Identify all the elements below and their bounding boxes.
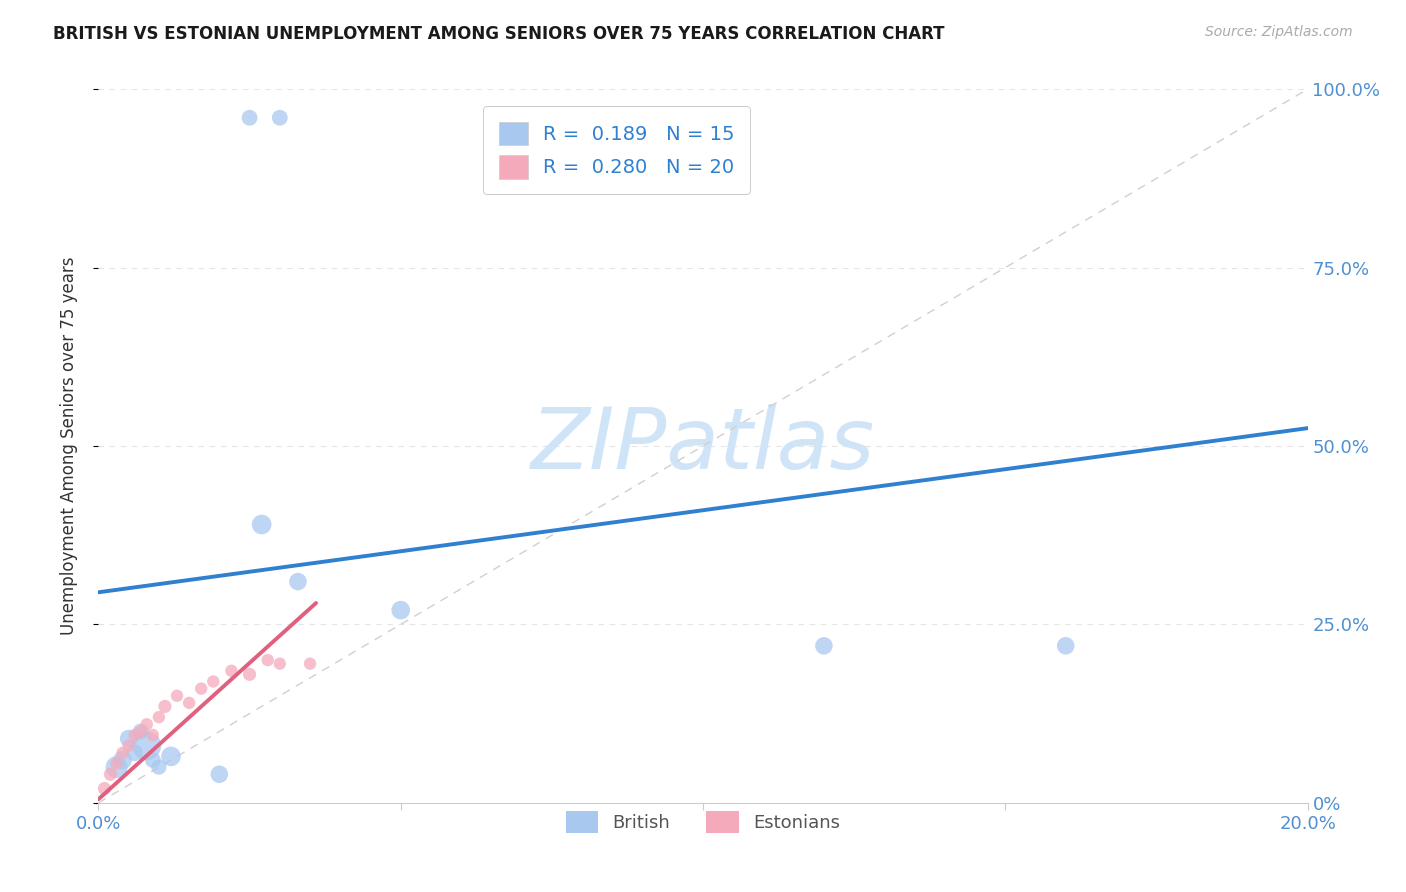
Point — [142, 753, 165, 767]
Point — [118, 739, 141, 753]
Point — [129, 724, 152, 739]
Text: ZIPatlas: ZIPatlas — [531, 404, 875, 488]
Point — [299, 657, 322, 671]
Point — [153, 699, 176, 714]
Point — [256, 653, 278, 667]
Point — [389, 603, 412, 617]
Point — [190, 681, 212, 696]
Point — [269, 111, 291, 125]
Point — [250, 517, 273, 532]
Point — [166, 689, 188, 703]
Point — [239, 667, 262, 681]
Point — [179, 696, 201, 710]
Legend: British, Estonians: British, Estonians — [558, 804, 848, 840]
Point — [142, 728, 165, 742]
Point — [239, 111, 262, 125]
Point — [208, 767, 231, 781]
Point — [813, 639, 835, 653]
Text: Source: ZipAtlas.com: Source: ZipAtlas.com — [1205, 25, 1353, 39]
Point — [269, 657, 291, 671]
Point — [111, 746, 134, 760]
Point — [1054, 639, 1077, 653]
Text: BRITISH VS ESTONIAN UNEMPLOYMENT AMONG SENIORS OVER 75 YEARS CORRELATION CHART: BRITISH VS ESTONIAN UNEMPLOYMENT AMONG S… — [53, 25, 945, 43]
Point — [287, 574, 309, 589]
Point — [221, 664, 243, 678]
Point — [111, 753, 134, 767]
Point — [100, 767, 122, 781]
Point — [93, 781, 115, 796]
Point — [124, 746, 146, 760]
Point — [135, 717, 157, 731]
Y-axis label: Unemployment Among Seniors over 75 years: Unemployment Among Seniors over 75 years — [59, 257, 77, 635]
Point — [118, 731, 141, 746]
Point — [105, 756, 128, 771]
Point — [135, 739, 157, 753]
Point — [148, 710, 170, 724]
Point — [160, 749, 183, 764]
Point — [148, 760, 170, 774]
Point — [105, 760, 128, 774]
Point — [124, 728, 146, 742]
Point — [129, 724, 152, 739]
Point — [202, 674, 225, 689]
